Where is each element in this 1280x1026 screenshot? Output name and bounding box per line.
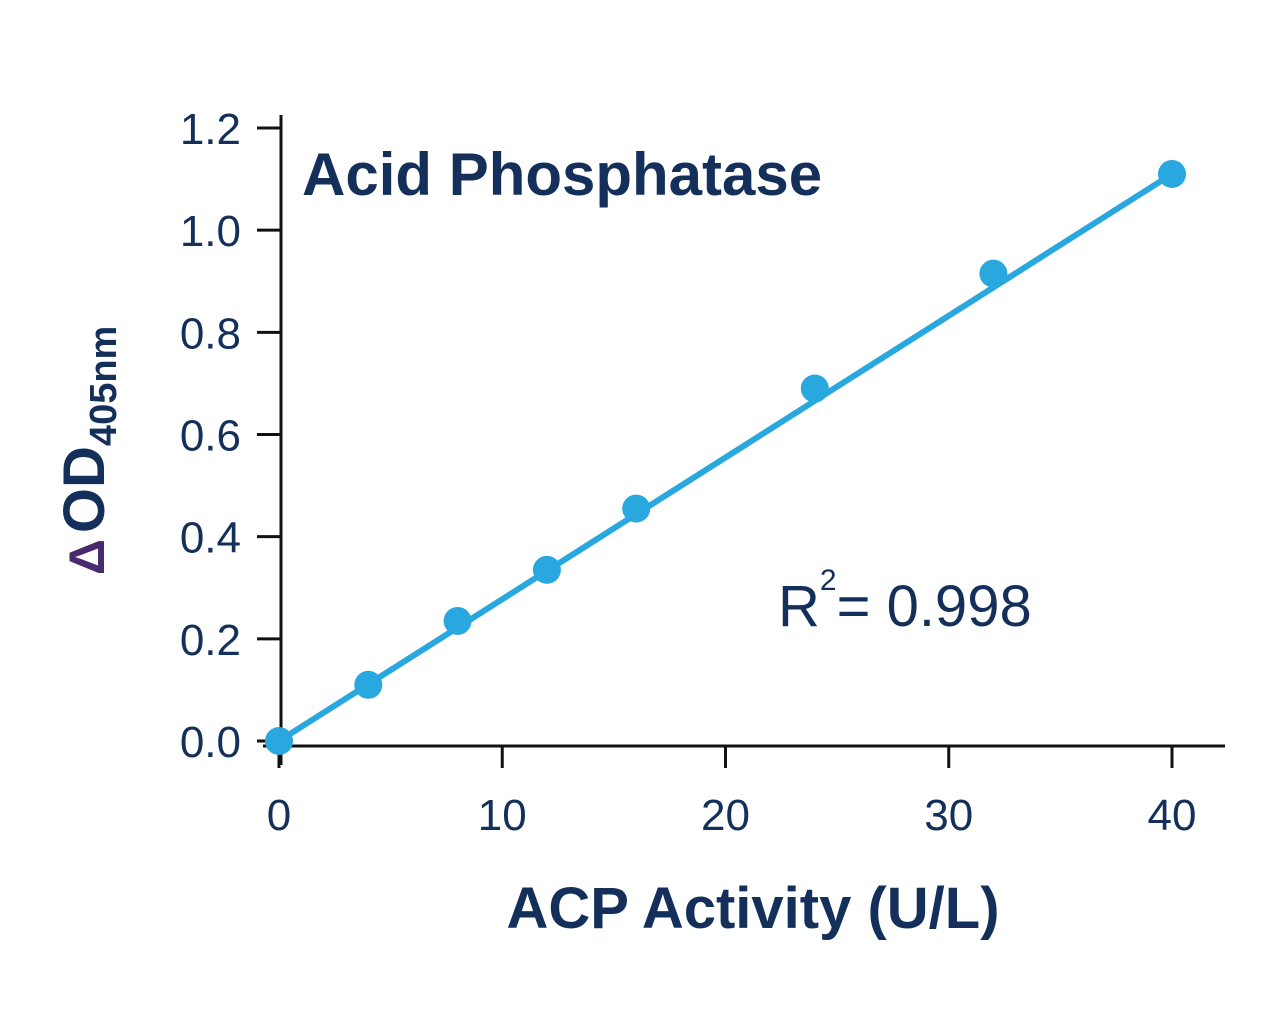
- data-points: [265, 159, 1186, 755]
- fit-line: [276, 170, 1175, 744]
- data-point: [979, 259, 1008, 288]
- axes: [263, 115, 1225, 765]
- x-tick-label: 40: [1148, 791, 1197, 840]
- y-ticks: 0.0 0.2 0.4 0.6 0.8 1.0 1.2: [180, 105, 281, 767]
- x-ticks: 0 10 20 30 40: [267, 746, 1197, 840]
- y-tick-label: 0.8: [180, 309, 241, 358]
- data-point: [265, 727, 293, 755]
- y-tick-label: 0.6: [180, 412, 241, 461]
- x-tick-label: 30: [924, 791, 973, 840]
- r-squared-annotation: R2= 0.998: [778, 564, 1032, 639]
- x-tick-label: 0: [267, 791, 291, 840]
- y-tick-label: 0.2: [180, 616, 241, 665]
- y-tick-label: 0.0: [180, 718, 241, 767]
- data-point: [622, 494, 651, 523]
- data-point: [354, 670, 383, 699]
- data-point: [800, 374, 829, 403]
- data-point: [443, 606, 472, 635]
- r-squared-superscript: 2: [820, 564, 837, 597]
- y-axis-label-delta: Δ: [59, 539, 115, 575]
- chart-title: Acid Phosphatase: [302, 141, 822, 208]
- r-squared-label: R: [778, 574, 820, 639]
- x-tick-label: 20: [701, 791, 750, 840]
- y-tick-label: 1.2: [180, 105, 241, 154]
- y-axis-label-text: Δ OD405nm: [52, 326, 125, 575]
- r-squared-value: = 0.998: [837, 574, 1032, 639]
- x-axis-label: ACP Activity (U/L): [506, 876, 999, 941]
- fit-line-group: [276, 170, 1175, 744]
- data-point: [1158, 159, 1186, 188]
- y-tick-label: 0.4: [180, 514, 241, 563]
- y-axis-label-main: OD: [52, 446, 117, 533]
- y-tick-label: 1.0: [180, 207, 241, 256]
- y-axis-label: Δ OD405nm: [52, 326, 125, 575]
- data-point: [532, 555, 561, 584]
- y-axis-label-subscript: 405nm: [83, 326, 125, 446]
- x-tick-label: 10: [478, 791, 527, 840]
